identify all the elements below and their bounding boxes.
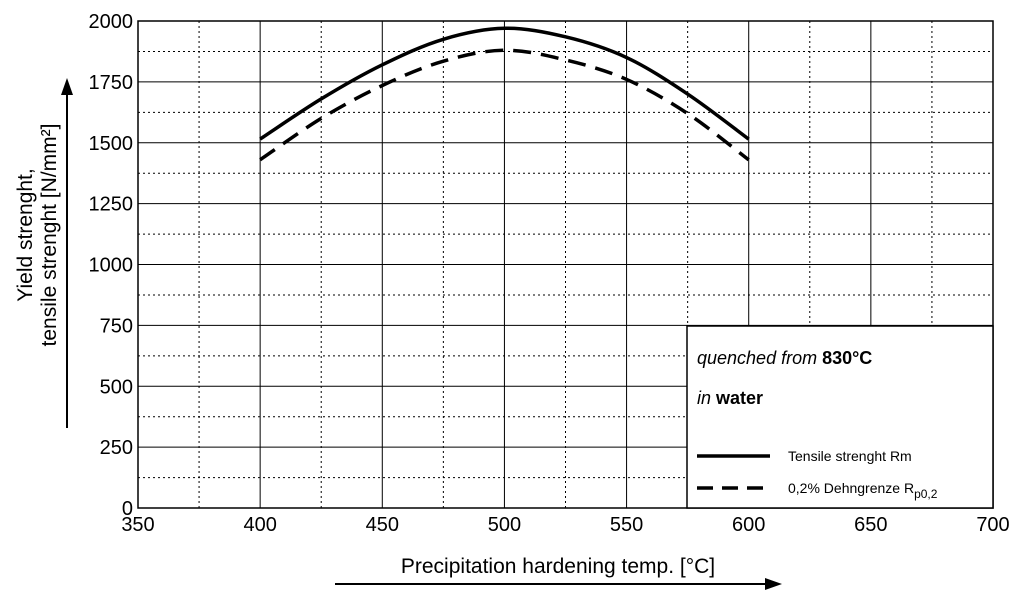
y-axis-arrowhead: [61, 78, 73, 95]
y-tick-label: 2000: [89, 11, 134, 33]
plot-frame: [137, 20, 994, 509]
series-line-yield: [259, 48, 750, 162]
x-tick-labels: 350 400 450 500 550 600 650 700: [121, 514, 1009, 536]
y-tick-label: 750: [100, 315, 133, 337]
y-tick-label: 500: [100, 376, 133, 398]
x-tick-label: 400: [243, 514, 276, 536]
x-tick-label: 550: [610, 514, 643, 536]
annotation-line2: in water: [697, 388, 763, 408]
y-axis-title-line1: Yield strenght,: [14, 168, 37, 301]
y-axis-title-line2: tensile strenght [N/mm²]: [38, 124, 61, 347]
x-axis-title: Precipitation hardening temp. [°C]: [401, 555, 715, 578]
legend-box: [686, 325, 994, 509]
y-tick-label: 1500: [89, 133, 134, 155]
x-tick-label: 700: [976, 514, 1009, 536]
y-tick-labels: 0 250 500 750 1000 1250 1500 1750 2000: [89, 11, 134, 520]
y-tick-label: 1750: [89, 72, 134, 94]
legend: quenched from 830°C in water Tensile str…: [686, 325, 994, 509]
x-tick-label: 350: [121, 514, 154, 536]
series-line-tensile: [259, 26, 750, 141]
x-axis-arrowhead: [765, 578, 782, 590]
x-tick-label: 450: [366, 514, 399, 536]
legend-label-tensile: Tensile strenght Rm: [788, 448, 912, 464]
annotation-line1: quenched from 830°C: [697, 348, 872, 368]
y-tick-label: 1250: [89, 194, 134, 216]
y-tick-label: 1000: [89, 255, 134, 277]
y-tick-label: 250: [100, 437, 133, 459]
y-tick-label: 0: [122, 498, 133, 520]
x-tick-label: 600: [732, 514, 765, 536]
series-layer: [259, 26, 750, 162]
x-tick-label: 500: [488, 514, 521, 536]
x-tick-label: 650: [854, 514, 887, 536]
legend-label-yield: 0,2% Dehngrenze Rp0,2: [788, 480, 938, 501]
